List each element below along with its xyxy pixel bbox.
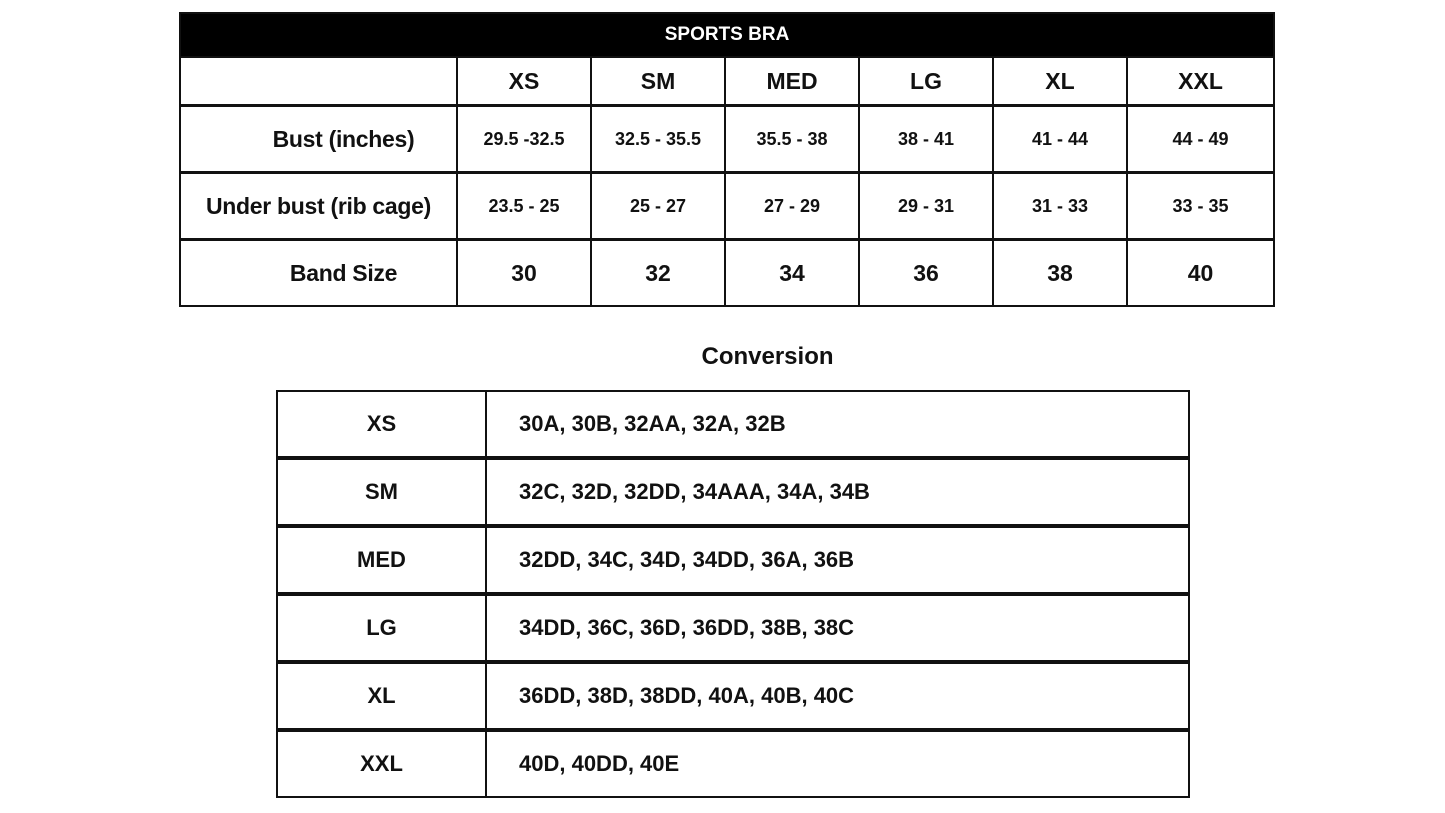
value-cell: 44 - 49 xyxy=(1125,104,1276,174)
conversion-table: XS 30A, 30B, 32AA, 32A, 32B SM 32C, 32D, 32… xyxy=(276,390,1190,798)
size-header-cell: LG xyxy=(858,57,994,107)
conversion-size: MED xyxy=(276,524,487,595)
conversion-bra-sizes: 30A, 30B, 32AA, 32A, 32B xyxy=(485,390,1190,459)
value-cell: 38 - 41 xyxy=(858,104,994,174)
value-cell: 30 xyxy=(456,238,592,307)
table-row-band-size: Band Size 30 32 34 36 38 40 xyxy=(179,238,1276,307)
size-header-cell: XS xyxy=(456,57,592,107)
conversion-bra-sizes: 40D, 40DD, 40E xyxy=(485,728,1190,798)
value-cell: 25 - 27 xyxy=(590,171,726,241)
value-cell: 32.5 - 35.5 xyxy=(590,104,726,174)
table-title: SPORTS BRA xyxy=(178,12,1276,58)
value-cell: 34 xyxy=(724,238,860,307)
conversion-bra-sizes: 32C, 32D, 32DD, 34AAA, 34A, 34B xyxy=(485,456,1190,527)
row-label: Under bust (rib cage) xyxy=(179,171,458,241)
conversion-row: LG 34DD, 36C, 36D, 36DD, 38B, 38C xyxy=(276,592,1190,663)
size-header-cell: XXL xyxy=(1125,57,1276,107)
size-header-cell: SM xyxy=(590,57,726,107)
size-header-cell: MED xyxy=(724,57,860,107)
conversion-size: XXL xyxy=(276,728,487,798)
blank-header-cell xyxy=(179,57,458,107)
conversion-size: XS xyxy=(276,390,487,459)
value-cell: 29 - 31 xyxy=(858,171,994,241)
row-label: Bust (inches) xyxy=(179,104,458,174)
value-cell: 38 xyxy=(992,238,1128,307)
conversion-row: MED 32DD, 34C, 34D, 34DD, 36A, 36B xyxy=(276,524,1190,595)
value-cell: 32 xyxy=(590,238,726,307)
table-row-bust: Bust (inches) 29.5 -32.5 32.5 - 35.5 35.5 -… xyxy=(179,104,1276,174)
conversion-row: XS 30A, 30B, 32AA, 32A, 32B xyxy=(276,390,1190,459)
value-cell: 29.5 -32.5 xyxy=(456,104,592,174)
value-cell: 31 - 33 xyxy=(992,171,1128,241)
conversion-title: Conversion xyxy=(701,343,834,370)
size-header-row: XS SM MED LG XL XXL xyxy=(179,57,1276,107)
conversion-row: XXL 40D, 40DD, 40E xyxy=(276,728,1190,798)
conversion-size: LG xyxy=(276,592,487,663)
conversion-row: SM 32C, 32D, 32DD, 34AAA, 34A, 34B xyxy=(276,456,1190,527)
value-cell: 36 xyxy=(858,238,994,307)
value-cell: 27 - 29 xyxy=(724,171,860,241)
value-cell: 33 - 35 xyxy=(1125,171,1276,241)
value-cell: 41 - 44 xyxy=(992,104,1128,174)
conversion-bra-sizes: 32DD, 34C, 34D, 34DD, 36A, 36B xyxy=(485,524,1190,595)
sports-bra-size-table: SPORTS BRA XS SM MED LG XL XXL Bust (inches) 2… xyxy=(178,12,1276,307)
conversion-row: XL 36DD, 38D, 38DD, 40A, 40B, 40C xyxy=(276,660,1190,731)
conversion-size: XL xyxy=(276,660,487,731)
size-header-cell: XL xyxy=(992,57,1128,107)
value-cell: 35.5 - 38 xyxy=(724,104,860,174)
table-row-under-bust: Under bust (rib cage) 23.5 - 25 25 - 27 27 … xyxy=(179,171,1276,241)
value-cell: 23.5 - 25 xyxy=(456,171,592,241)
conversion-size: SM xyxy=(276,456,487,527)
conversion-bra-sizes: 36DD, 38D, 38DD, 40A, 40B, 40C xyxy=(485,660,1190,731)
value-cell: 40 xyxy=(1125,238,1276,307)
row-label: Band Size xyxy=(179,238,458,307)
conversion-bra-sizes: 34DD, 36C, 36D, 36DD, 38B, 38C xyxy=(485,592,1190,663)
